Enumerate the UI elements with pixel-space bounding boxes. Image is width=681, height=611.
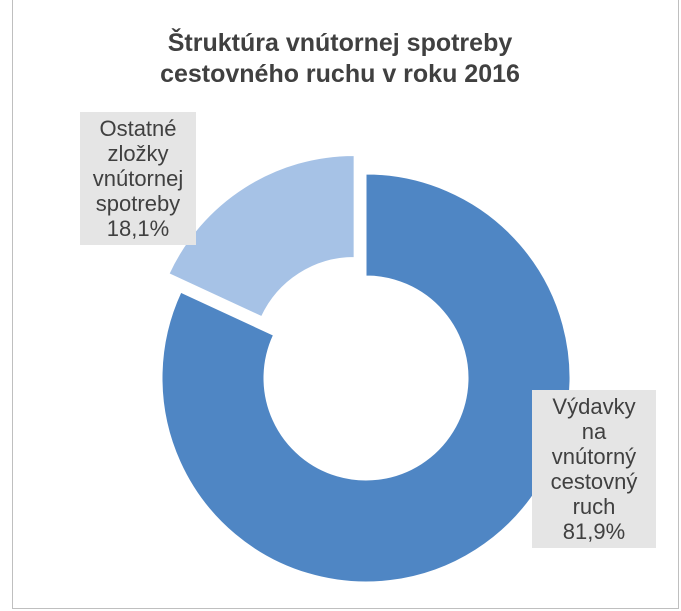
data-label: Výdavky na vnútorný cestovný ruch 81,9%	[532, 390, 656, 548]
category-label: Výdavky na vnútorný cestovný ruch	[550, 394, 638, 519]
chart-title: Štruktúra vnútornej spotreby cestovného …	[160, 29, 520, 88]
category-label: Ostatné zložky vnútornej spotreby	[92, 116, 184, 216]
chart-frame	[12, 0, 679, 609]
donut-slice	[161, 173, 571, 583]
donut-slice	[168, 154, 355, 318]
data-label: Ostatné zložky vnútornej spotreby 18,1%	[80, 112, 196, 245]
value-label: 18,1%	[106, 216, 170, 241]
value-label: 81,9%	[562, 519, 626, 544]
